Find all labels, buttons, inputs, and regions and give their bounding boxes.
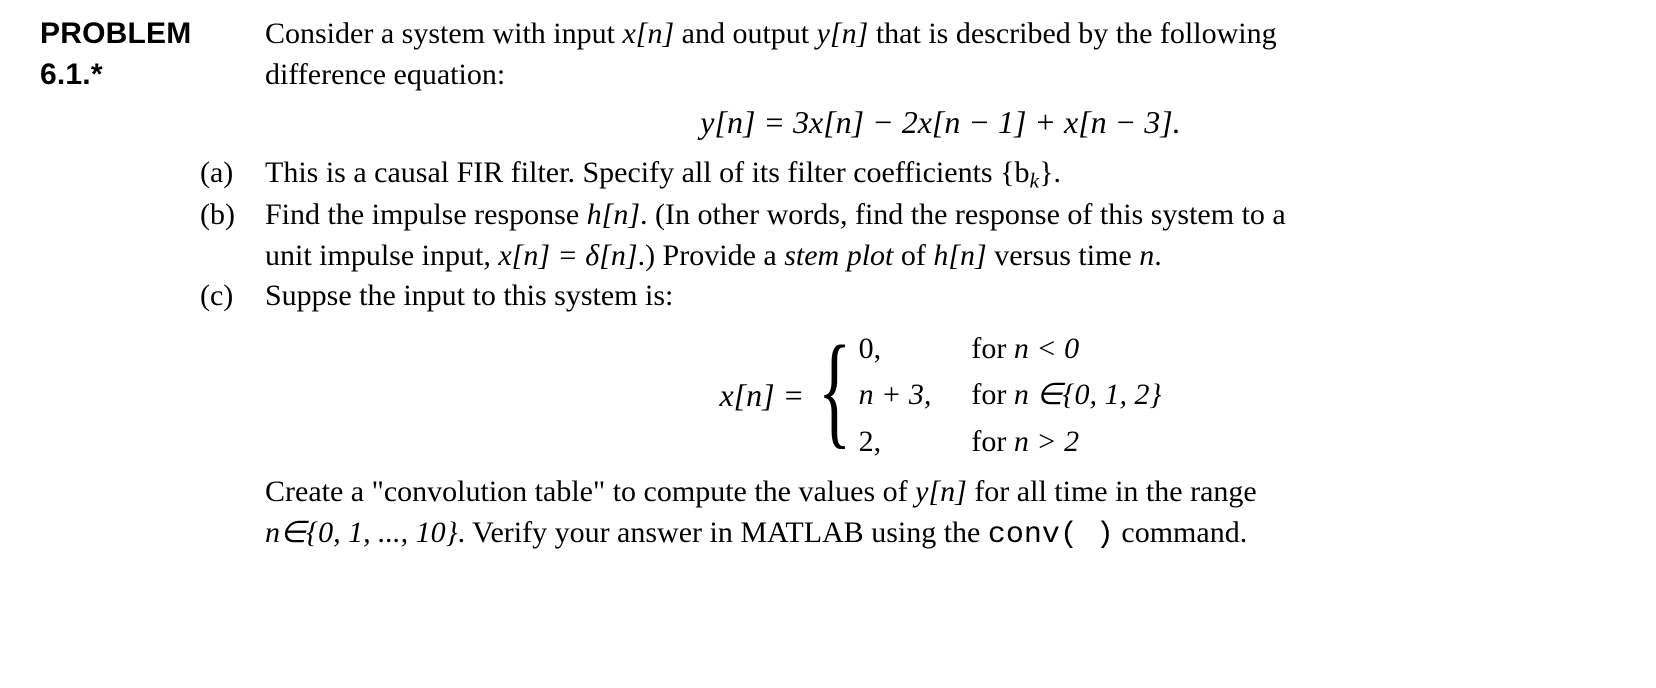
coeff-brace-close: }. [1039, 156, 1061, 189]
part-a-label-cell: (a) [40, 153, 265, 194]
c-t1b: for all time in the range [967, 475, 1257, 508]
math-y-of-n: y[n] [817, 17, 869, 50]
part-b-label-cell: (b) [40, 195, 265, 236]
problem-page: PROBLEM 6.1.* Consider a system with inp… [0, 0, 1656, 688]
b-hn: h[n] [587, 198, 640, 231]
c-t1a: Create a "convolution table" to compute … [265, 475, 915, 508]
case3-for: for [971, 425, 1013, 458]
part-a-row: (a) This is a causal FIR filter. Specify… [40, 153, 1616, 196]
intro-text-1c: that is described by the following [868, 17, 1276, 50]
intro-text-1a: Consider a system with input [265, 17, 622, 50]
b-stem-plot: stem plot [784, 239, 893, 272]
part-c-label-cell: (c) [40, 276, 265, 317]
xn-equals: x[n] = [719, 374, 804, 417]
part-c-line1: Suppse the input to this system is: [265, 276, 1616, 317]
b-eq: x[n] = δ[n] [498, 239, 637, 272]
b-n: n [1139, 239, 1154, 272]
problem-heading-row: PROBLEM 6.1.* Consider a system with inp… [40, 14, 1616, 95]
b-l2c: of [893, 239, 933, 272]
case2-for: for [971, 378, 1013, 411]
case1-val: 0, [859, 332, 882, 365]
c-t2b: . Verify your answer in MATLAB using the [458, 516, 988, 549]
case1-for: for [971, 332, 1013, 365]
c-range: n∈{0, 1, ..., 10} [265, 516, 458, 549]
intro-line-1: Consider a system with input x[n] and ou… [265, 14, 1616, 55]
piecewise-cases: 0, for n < 0 n + 3, for n ∈{0, 1, 2} 2, … [859, 329, 1162, 463]
case3-val: 2, [859, 425, 882, 458]
case2-cond: n ∈{0, 1, 2} [1014, 378, 1162, 411]
b-hn2: h[n] [933, 239, 986, 272]
part-a-text: This is a causal FIR filter. Specify all… [265, 153, 1616, 196]
part-c-trailer-line2: n∈{0, 1, ..., 10}. Verify your answer in… [265, 513, 1616, 556]
part-b-row: (b) Find the impulse response h[n]. (In … [40, 195, 1616, 276]
b-l1b: . (In other words, find the response of … [640, 198, 1286, 231]
part-c-label: (c) [200, 279, 233, 312]
problem-intro: Consider a system with input x[n] and ou… [265, 14, 1616, 95]
part-c-text: Suppse the input to this system is: x[n]… [265, 276, 1616, 555]
main-equation-cell: y[n] = 3x[n] − 2x[n − 1] + x[n − 3]. [265, 101, 1616, 145]
part-b-text: Find the impulse response h[n]. (In othe… [265, 195, 1616, 276]
case3-cond: n > 2 [1014, 425, 1079, 458]
difference-equation: y[n] = 3x[n] − 2x[n − 1] + x[n − 3]. [700, 104, 1180, 140]
b-l2a: unit impulse input, [265, 239, 498, 272]
b-l1a: Find the impulse response [265, 198, 587, 231]
main-equation-row: y[n] = 3x[n] − 2x[n − 1] + x[n − 3]. [40, 95, 1616, 153]
b-l2d: versus time [987, 239, 1139, 272]
math-x-of-n: x[n] [622, 17, 674, 50]
part-a-label: (a) [200, 156, 233, 189]
conv-command: conv( ) [988, 518, 1114, 552]
coeff-subscript: k [1030, 168, 1040, 192]
problem-number-cell: PROBLEM 6.1.* [40, 14, 265, 95]
part-b-line1: Find the impulse response h[n]. (In othe… [265, 195, 1616, 236]
problem-number: PROBLEM 6.1.* [40, 17, 191, 91]
b-l2e: . [1154, 239, 1162, 272]
c-yn: y[n] [915, 475, 967, 508]
coeff-brace-open: {b [1000, 156, 1029, 189]
left-brace-icon: { [818, 344, 851, 439]
c-t2c: command. [1114, 516, 1247, 549]
part-b-label: (b) [200, 198, 235, 231]
b-l2b: .) Provide a [638, 239, 785, 272]
intro-text-1b: and output [674, 17, 817, 50]
part-a-before: This is a causal FIR filter. Specify all… [265, 156, 1000, 189]
piecewise-equation: x[n] = { 0, for n < 0 n + 3, for n ∈{0, … [265, 329, 1616, 463]
part-c-trailer-line1: Create a "convolution table" to compute … [265, 472, 1616, 513]
part-c-row: (c) Suppse the input to this system is: … [40, 276, 1616, 555]
case1-cond: n < 0 [1014, 332, 1079, 365]
case2-val: n + 3, [859, 378, 932, 411]
intro-line-2: difference equation: [265, 55, 1616, 96]
part-b-line2: unit impulse input, x[n] = δ[n].) Provid… [265, 236, 1616, 277]
